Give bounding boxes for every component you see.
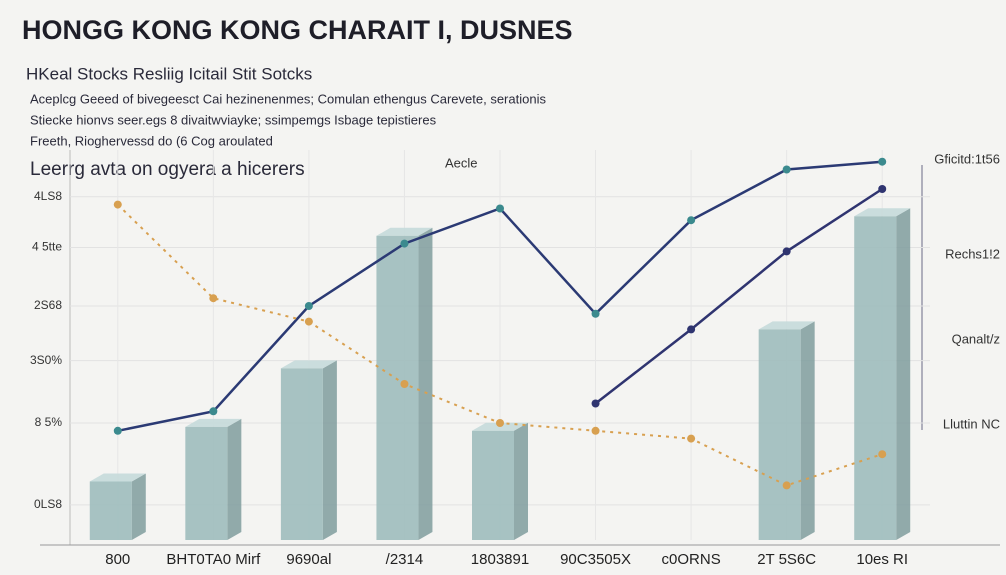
bar-top <box>758 321 815 330</box>
bar-top <box>89 473 146 482</box>
bar <box>89 481 132 540</box>
point <box>782 247 791 256</box>
point <box>591 399 600 408</box>
point <box>400 380 409 388</box>
bar-top <box>280 360 337 369</box>
point <box>591 309 600 318</box>
right-label: Lluttin NC <box>943 416 1000 431</box>
bar-side <box>418 227 433 541</box>
right-label: Gficitd:1t56 <box>934 151 1000 166</box>
point <box>400 239 409 248</box>
bar-top <box>376 227 433 236</box>
bar-side <box>322 360 337 540</box>
point <box>209 407 218 416</box>
note: Freeth, Rioghervessd do (6 Cog aroulated <box>30 133 273 148</box>
x-tick-label: BHT0TA0 Mirf <box>166 551 261 568</box>
point <box>687 434 696 443</box>
point <box>878 450 887 459</box>
x-tick-label: 800 <box>105 551 130 568</box>
bar-side <box>131 473 146 540</box>
bar-top <box>854 208 911 217</box>
chart-title: HONGG KONG KONG CHARAIT I, DUSNES <box>22 15 573 45</box>
x-tick-label: /2314 <box>386 551 424 568</box>
y-tick-label: 4LS8 <box>34 189 62 203</box>
point <box>878 157 887 166</box>
x-tick-label: c0ORNS <box>662 551 721 568</box>
y-tick-label: 2S68 <box>34 298 62 312</box>
bar-side <box>514 422 528 540</box>
heading: Leerrg avta on ogyera a hicerers <box>30 159 305 180</box>
bar-side <box>227 418 242 540</box>
x-tick-label: 1803891 <box>471 551 529 568</box>
point <box>113 426 122 435</box>
x-tick-label: 10es RI <box>856 551 908 568</box>
point <box>782 165 791 174</box>
y-tick-label: 0LS8 <box>34 497 62 511</box>
bar <box>472 430 514 540</box>
series-line <box>594 187 883 405</box>
point <box>304 302 313 310</box>
note: Aceplcg Geeed of bivegeesct Cai hezinene… <box>30 91 546 106</box>
bar <box>280 368 323 540</box>
bar <box>854 216 897 541</box>
y-tick-label: 8 5% <box>35 415 63 429</box>
point <box>687 325 696 334</box>
note: Stiecke hionvs seer.egs 8 divaitwviayke;… <box>30 112 437 127</box>
point <box>496 419 504 427</box>
x-tick-label: 9690al <box>286 551 331 568</box>
point <box>496 204 504 213</box>
right-label: Qanalt/z <box>952 331 1000 346</box>
bar <box>758 329 801 540</box>
point <box>113 200 122 209</box>
bar-side <box>896 208 911 541</box>
bar-top <box>185 418 242 427</box>
center-label: Aecle <box>445 155 478 170</box>
right-label: Rechs1!2 <box>945 246 1000 261</box>
y-tick-label: 4 5tte <box>32 240 62 254</box>
point <box>209 294 218 303</box>
point <box>687 216 696 225</box>
point <box>878 185 887 193</box>
point <box>304 317 313 326</box>
point <box>782 481 791 490</box>
subtitle: HKeal Stocks Resliig Icitail Stit Sotcks <box>26 64 312 83</box>
bar-side <box>800 321 815 540</box>
bar <box>185 426 228 540</box>
point <box>591 426 600 435</box>
x-tick-label: 90C3505X <box>560 551 631 568</box>
x-tick-label: 2T 5S6C <box>757 551 816 568</box>
y-tick-label: 3S0% <box>30 353 62 367</box>
